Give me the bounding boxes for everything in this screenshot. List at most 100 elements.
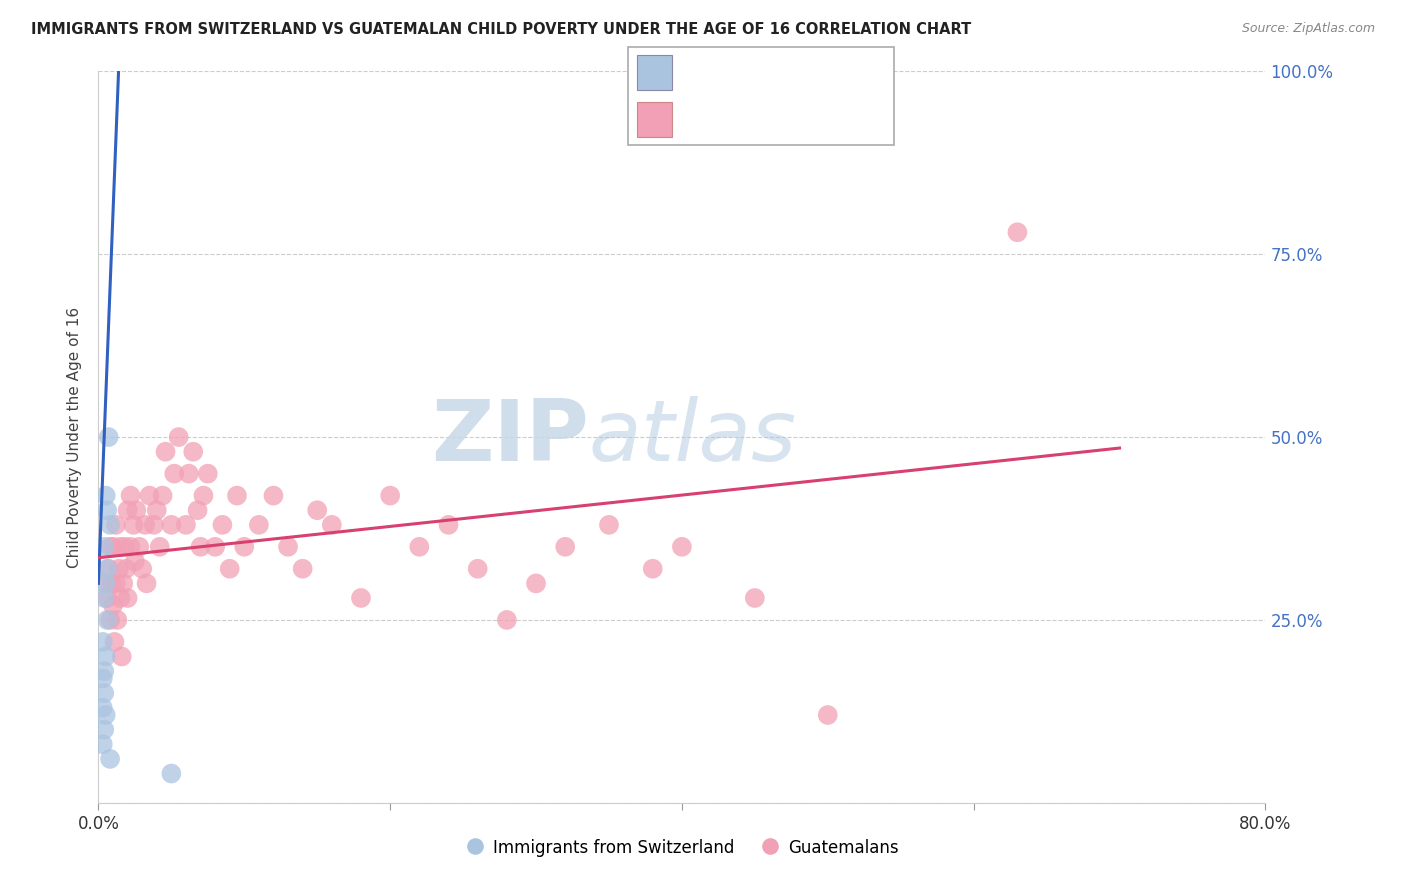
Point <box>817 708 839 723</box>
Point <box>93 540 115 554</box>
Point <box>496 613 519 627</box>
Point <box>96 562 118 576</box>
Point <box>467 562 489 576</box>
Point <box>93 591 115 605</box>
Point <box>167 430 190 444</box>
Point <box>321 517 343 532</box>
Legend: Immigrants from Switzerland, Guatemalans: Immigrants from Switzerland, Guatemalans <box>458 832 905 864</box>
Point <box>233 540 256 554</box>
Point <box>187 503 209 517</box>
Point <box>101 540 124 554</box>
Point <box>149 540 172 554</box>
Point <box>408 540 430 554</box>
Point <box>125 503 148 517</box>
Point <box>598 517 620 532</box>
Point <box>1007 225 1029 239</box>
FancyBboxPatch shape <box>628 46 894 145</box>
Point <box>91 737 114 751</box>
Point <box>103 635 125 649</box>
Point <box>120 540 142 554</box>
Point <box>98 517 121 532</box>
Point <box>128 540 150 554</box>
Point <box>93 664 115 678</box>
Point <box>155 444 177 458</box>
Point <box>122 517 145 532</box>
Point <box>111 649 134 664</box>
Text: R = 0.219   N = 71: R = 0.219 N = 71 <box>683 111 853 128</box>
Text: R = 0.792   N = 20: R = 0.792 N = 20 <box>683 63 853 81</box>
Point <box>110 540 132 554</box>
Point <box>98 752 121 766</box>
Point <box>247 517 270 532</box>
Point <box>142 517 165 532</box>
FancyBboxPatch shape <box>637 102 672 137</box>
Point <box>291 562 314 576</box>
Point <box>152 489 174 503</box>
Point <box>160 517 183 532</box>
Point <box>117 591 139 605</box>
Point <box>96 591 118 605</box>
Point <box>94 649 117 664</box>
Point <box>117 503 139 517</box>
Point <box>160 766 183 780</box>
Point <box>744 591 766 605</box>
Point <box>91 635 114 649</box>
Point <box>114 540 136 554</box>
Point <box>307 503 329 517</box>
Point <box>93 723 115 737</box>
Point <box>104 576 127 591</box>
Point <box>671 540 693 554</box>
Point <box>120 489 142 503</box>
Point <box>524 576 547 591</box>
Point <box>174 517 197 532</box>
Point <box>110 591 132 605</box>
Point <box>94 576 117 591</box>
Point <box>100 576 122 591</box>
Point <box>135 576 157 591</box>
Point <box>112 576 135 591</box>
Point <box>204 540 226 554</box>
Text: ZIP: ZIP <box>430 395 589 479</box>
Point <box>177 467 200 481</box>
Point <box>105 613 128 627</box>
Point <box>134 517 156 532</box>
Text: Source: ZipAtlas.com: Source: ZipAtlas.com <box>1241 22 1375 36</box>
Point <box>96 613 118 627</box>
Point <box>94 576 117 591</box>
Point <box>108 562 131 576</box>
Point <box>437 517 460 532</box>
Point <box>131 562 153 576</box>
Point <box>94 489 117 503</box>
Point <box>115 562 138 576</box>
Point <box>96 503 118 517</box>
Point <box>97 562 120 576</box>
Point <box>91 672 114 686</box>
Point <box>97 430 120 444</box>
Point <box>146 503 169 517</box>
Point <box>554 540 576 554</box>
Point <box>211 517 233 532</box>
Text: IMMIGRANTS FROM SWITZERLAND VS GUATEMALAN CHILD POVERTY UNDER THE AGE OF 16 CORR: IMMIGRANTS FROM SWITZERLAND VS GUATEMALA… <box>31 22 972 37</box>
Point <box>262 489 284 503</box>
Text: atlas: atlas <box>589 395 797 479</box>
Point <box>94 708 117 723</box>
Point <box>91 700 114 714</box>
Point <box>104 517 127 532</box>
Point <box>277 540 299 554</box>
Point <box>181 444 204 458</box>
Point <box>226 489 249 503</box>
Point <box>197 467 219 481</box>
Point <box>380 489 402 503</box>
Point <box>350 591 373 605</box>
Point <box>641 562 664 576</box>
FancyBboxPatch shape <box>637 55 672 90</box>
Y-axis label: Child Poverty Under the Age of 16: Child Poverty Under the Age of 16 <box>66 307 82 567</box>
Point <box>190 540 212 554</box>
Point <box>218 562 240 576</box>
Point <box>193 489 215 503</box>
Point <box>138 489 160 503</box>
Point <box>98 540 121 554</box>
Point <box>93 686 115 700</box>
Point <box>98 613 121 627</box>
Point <box>101 599 124 613</box>
